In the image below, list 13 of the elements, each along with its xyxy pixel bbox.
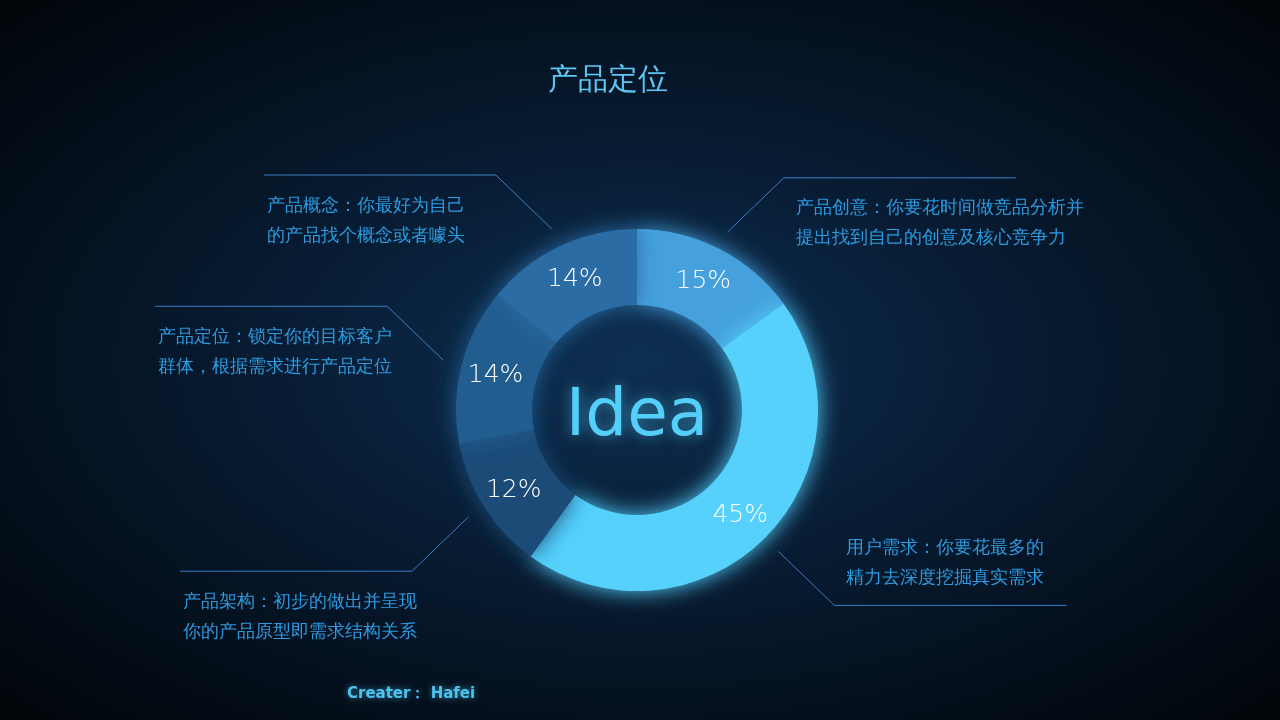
slice-label: 用户需求：你要花最多的精力去深度挖掘真实需求 (846, 535, 1045, 587)
slice-label: 产品概念：你最好为自己的产品找个概念或者噱头 (266, 193, 465, 245)
slice-label: 产品创意：你要花时间做竞品分析并提出找到自己的创意及核心竞争力 (795, 196, 1084, 248)
data-label: 14% (467, 359, 524, 389)
data-label: 14% (547, 263, 603, 293)
data-label: 45% (712, 498, 769, 528)
text: Creater： Hafei (347, 684, 476, 702)
data-label: 15% (675, 265, 732, 295)
text: Idea (565, 373, 709, 451)
slice-label: 产品定位：锁定你的目标客户群体，根据需求进行产品定位 (158, 324, 393, 376)
chart-title: 产品定位 (548, 60, 668, 96)
data-label: 12% (485, 473, 542, 503)
slice-label: 产品架构：初步的做出并呈现你的产品原型即需求结构关系 (182, 589, 418, 641)
